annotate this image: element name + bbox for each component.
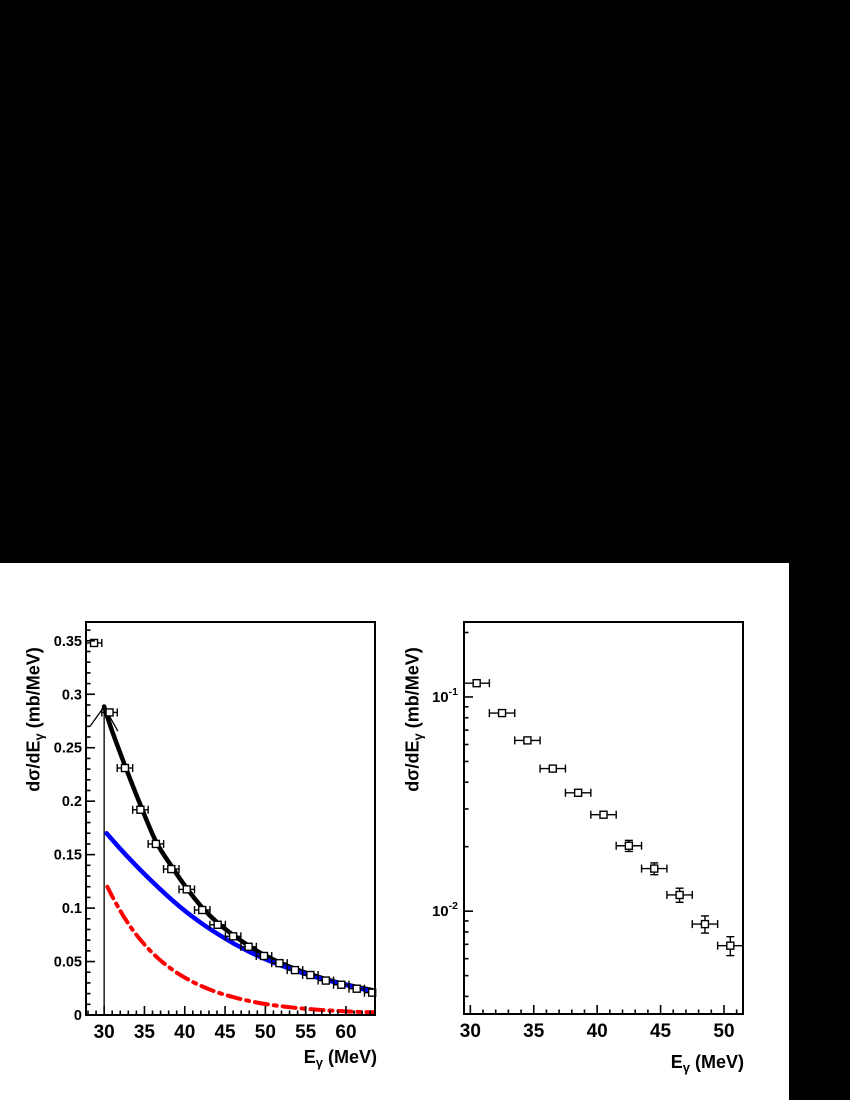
right-y-title-main: dσ/dE xyxy=(402,740,423,792)
x-tick-label: 50 xyxy=(255,1022,276,1043)
top-black-panel xyxy=(0,0,850,563)
data-marker-square xyxy=(151,839,161,849)
figure-canvas: 30 35 40 45 50 55 60 0 0.05 0.1 0.15 0.2 0.25 0.3 0.35… xyxy=(0,563,789,1100)
y-tick-label: 0.35 xyxy=(54,634,82,650)
data-points xyxy=(463,678,744,957)
data-marker-square xyxy=(136,805,145,814)
x-tick-label: 45 xyxy=(650,1021,672,1042)
data-marker-square xyxy=(228,932,238,941)
y-tick-label: 0 xyxy=(74,1008,82,1024)
right-x-axis-title: Eγ (MeV) xyxy=(564,1052,744,1075)
y-tick-label: 0.1 xyxy=(62,901,82,917)
data-marker-square xyxy=(548,764,557,773)
left-plot: 30 35 40 45 50 55 60 0 0.05 0.1 0.15 0.2 0.25 0.3 0.35 xyxy=(54,621,377,1043)
plot-frame xyxy=(85,621,376,1016)
axis-tick-labels: 30 35 40 45 50 55 60 0 0.05 0.1 0.15 0.2 0.25 0.3 0.35 xyxy=(54,634,357,1043)
data-marker-square xyxy=(497,708,507,718)
data-marker-square xyxy=(275,958,284,968)
x-tick-label: 40 xyxy=(174,1022,195,1043)
data-marker-square xyxy=(213,920,222,929)
right-x-title-main: E xyxy=(670,1052,683,1072)
red-component-curve xyxy=(105,884,375,1015)
data-marker-square xyxy=(523,736,532,745)
data-marker-square xyxy=(472,678,481,688)
plots-svg: 30 35 40 45 50 55 60 0 0.05 0.1 0.15 0.2 0.25 0.3 0.35… xyxy=(54,621,744,1043)
axis-ticks xyxy=(464,631,738,1014)
y-tick-label: 0.05 xyxy=(54,955,82,971)
data-marker-square xyxy=(105,708,114,717)
data-marker-square xyxy=(306,970,315,980)
right-plot: 30 35 40 45 50 10-1 10-2 xyxy=(432,621,744,1042)
data-marker-square xyxy=(650,864,659,873)
left-x-title-main: E xyxy=(303,1047,316,1067)
blue-component-curve xyxy=(104,831,375,995)
axis-tick-labels: 30 35 40 45 50 10-1 10-2 xyxy=(432,686,735,1042)
x-tick-label: 35 xyxy=(523,1021,545,1042)
y-tick-label: 0.15 xyxy=(54,848,82,864)
y-tick-label: 0.3 xyxy=(62,687,82,703)
threshold-arrow xyxy=(89,706,119,1015)
data-points xyxy=(85,638,377,997)
x-tick-label: 35 xyxy=(134,1022,156,1043)
x-tick-label: 30 xyxy=(94,1022,115,1043)
right-x-title-gamma-subscript: γ xyxy=(682,1060,690,1075)
data-marker-square xyxy=(573,788,583,797)
left-y-title-unit: (mb/MeV) xyxy=(23,647,44,734)
x-tick-label: 40 xyxy=(587,1021,608,1042)
plot-frame xyxy=(463,621,744,1015)
left-y-axis-title: dσ/dEγ (mb/MeV) xyxy=(24,620,47,820)
data-marker-square xyxy=(624,841,634,850)
data-marker-square xyxy=(352,984,361,993)
right-y-title-gamma-subscript: γ xyxy=(410,733,426,741)
y-tick-label: 0.2 xyxy=(62,794,82,810)
left-x-axis-title: Eγ (MeV) xyxy=(197,1047,377,1070)
data-marker-square xyxy=(182,885,191,894)
x-tick-label: 55 xyxy=(295,1022,317,1043)
data-marker-square xyxy=(167,864,176,874)
data-marker-square xyxy=(290,965,300,975)
data-marker-square xyxy=(89,638,99,648)
x-tick-label: 50 xyxy=(713,1021,734,1042)
y-log-tick-label: 10-1 xyxy=(432,686,458,706)
left-y-title-gamma-subscript: γ xyxy=(31,733,47,741)
x-tick-label: 45 xyxy=(214,1022,236,1043)
data-marker-square xyxy=(120,763,130,773)
left-x-title-unit: (MeV) xyxy=(323,1047,377,1067)
data-marker-square xyxy=(321,976,331,985)
left-x-title-gamma-subscript: γ xyxy=(315,1055,323,1070)
y-tick-label: 0.25 xyxy=(54,741,82,757)
right-black-panel xyxy=(789,563,850,1100)
data-marker-square xyxy=(599,810,608,819)
data-marker-square xyxy=(337,980,346,989)
data-marker-square xyxy=(726,941,735,950)
right-y-title-unit: (mb/MeV) xyxy=(402,647,423,734)
data-marker-square xyxy=(700,919,710,929)
axis-ticks xyxy=(86,629,371,1016)
x-tick-label: 60 xyxy=(335,1022,356,1043)
left-y-title-main: dσ/dE xyxy=(23,740,44,792)
data-marker-square xyxy=(244,942,253,951)
data-marker-square xyxy=(198,905,207,915)
data-marker-square xyxy=(259,951,269,961)
right-y-axis-title: dσ/dEγ (mb/MeV) xyxy=(403,620,426,820)
y-log-tick-label: 10-2 xyxy=(432,900,458,920)
right-x-title-unit: (MeV) xyxy=(690,1052,744,1072)
data-marker-square xyxy=(675,890,684,900)
x-tick-label: 30 xyxy=(460,1021,481,1042)
